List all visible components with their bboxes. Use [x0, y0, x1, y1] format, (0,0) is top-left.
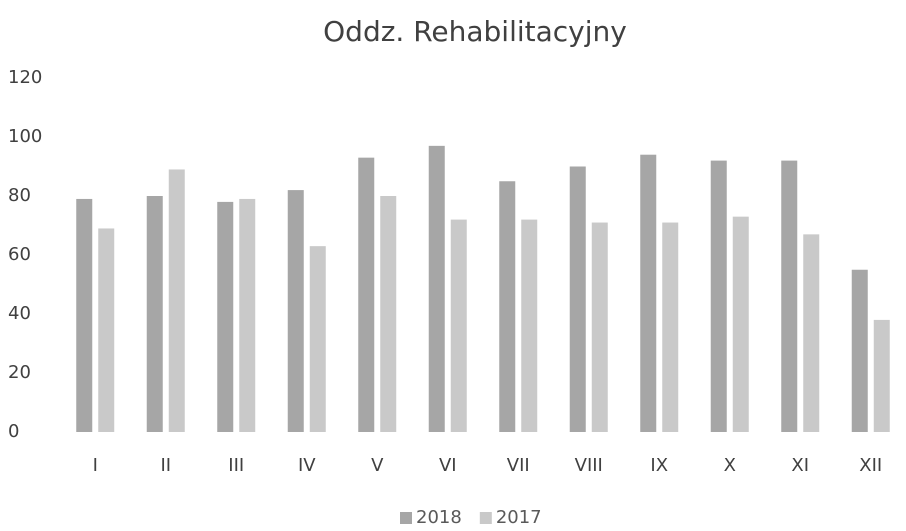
bar	[168, 169, 185, 432]
x-tick-label: VI	[439, 455, 457, 476]
y-tick-label: 40	[8, 303, 31, 324]
bar	[803, 234, 820, 432]
bar	[732, 216, 749, 432]
bar	[662, 222, 679, 432]
x-tick-label: IV	[298, 455, 316, 476]
bar	[287, 190, 304, 432]
bar	[146, 196, 163, 432]
bar	[450, 219, 467, 432]
x-tick-label: XII	[859, 455, 882, 476]
bar	[521, 219, 538, 432]
y-tick-label: 20	[8, 362, 31, 383]
bar	[217, 201, 234, 432]
y-tick-label: 120	[8, 67, 42, 88]
y-tick-label: 80	[8, 185, 31, 206]
bar	[591, 222, 608, 432]
chart-title: Oddz. Rehabilitacyjny	[323, 15, 627, 48]
bar	[309, 246, 326, 432]
x-tick-label: VII	[507, 455, 530, 476]
x-tick-label: IX	[650, 455, 668, 476]
x-tick-label: II	[160, 455, 171, 476]
y-tick-label: 100	[8, 126, 42, 147]
bar	[98, 228, 115, 432]
x-tick-label: III	[228, 455, 244, 476]
bar	[781, 160, 798, 432]
legend-swatch	[400, 512, 412, 524]
bar	[851, 269, 868, 432]
bar	[873, 319, 890, 432]
legend-label: 2018	[416, 507, 462, 528]
y-tick-label: 0	[8, 421, 19, 442]
y-tick-label: 60	[8, 244, 31, 265]
bar	[569, 166, 586, 432]
bar	[358, 157, 375, 432]
bar	[499, 181, 516, 432]
bar	[710, 160, 727, 432]
bar	[640, 154, 657, 432]
legend-swatch	[479, 512, 492, 524]
x-tick-label: I	[93, 455, 98, 476]
bar	[428, 145, 445, 432]
x-tick-label: VIII	[575, 455, 603, 476]
x-tick-label: X	[724, 455, 736, 476]
bar	[380, 196, 397, 432]
legend-label: 2017	[496, 507, 542, 528]
x-tick-label: V	[371, 455, 384, 476]
x-tick-label: XI	[791, 455, 809, 476]
bar	[239, 198, 256, 432]
bar	[76, 198, 93, 432]
